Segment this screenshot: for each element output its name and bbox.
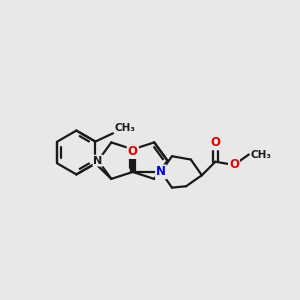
Text: N: N [128,143,138,156]
Text: N: N [93,156,103,166]
Text: CH₃: CH₃ [250,149,271,160]
Text: O: O [229,158,239,172]
Text: N: N [156,165,166,178]
Text: CH₃: CH₃ [115,123,136,133]
Text: S: S [128,143,137,156]
Text: O: O [128,145,138,158]
Text: O: O [210,136,220,149]
